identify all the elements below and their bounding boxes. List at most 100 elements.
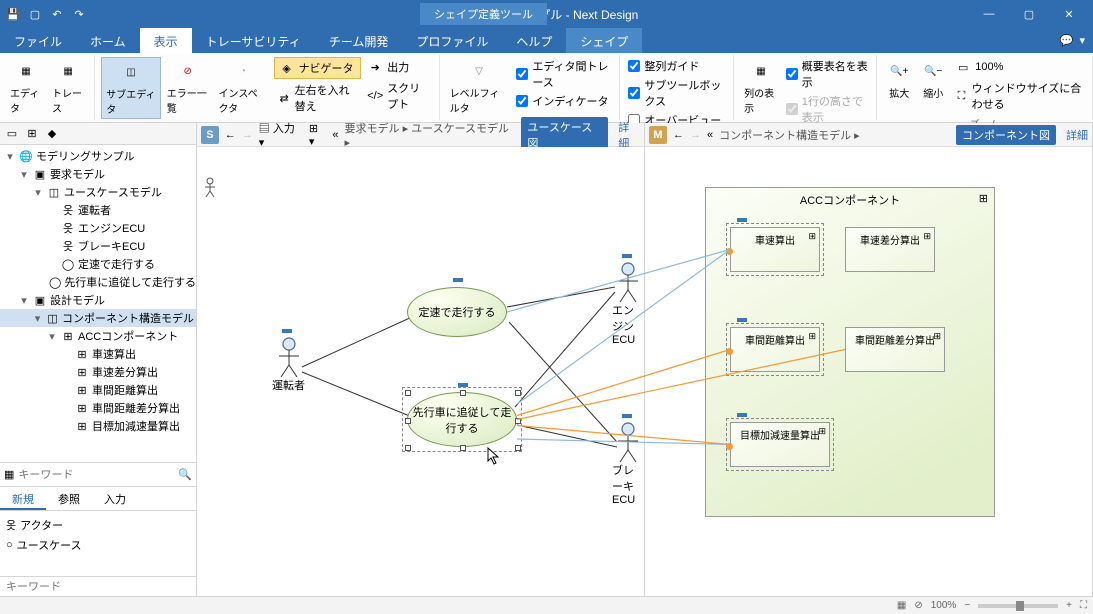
tree-item[interactable]: ⊞車速算出 (0, 345, 196, 363)
breadcrumb-right[interactable]: コンポーネント構造モデル ▸ (719, 127, 860, 143)
menu-tab-4[interactable]: チーム開発 (315, 28, 403, 53)
redo-icon[interactable]: ↷ (70, 5, 88, 23)
undo-icon[interactable]: ↶ (48, 5, 66, 23)
component-canvas[interactable]: ACCコンポーネント⊞車速算出⊞車速差分算出⊞車間距離算出⊞車間距離差分算出⊞目… (645, 147, 1092, 596)
tree-item[interactable]: ▾◫ユースケースモデル (0, 183, 196, 201)
nav-tab-model-icon[interactable]: ▭ (4, 126, 20, 142)
component-c2[interactable]: 車速差分算出⊞ (845, 227, 935, 272)
tree-item[interactable]: ◯定速で走行する (0, 255, 196, 273)
indicator-check[interactable]: インディケータ (514, 92, 613, 110)
layout-dropdown[interactable]: ⊞ ▾ (309, 122, 327, 148)
trace-page-button[interactable]: ▦トレース (48, 57, 88, 117)
zoom-100-button[interactable]: ▭100% (951, 57, 1086, 77)
output-button[interactable]: ➜出力 (363, 57, 432, 77)
main-badge: M (649, 126, 667, 144)
subtool-check[interactable]: サブツールボックス (626, 76, 727, 110)
levelfilter-button[interactable]: ▽レベルフィルタ (446, 57, 513, 117)
palette-tab-0[interactable]: 新規 (0, 487, 46, 510)
palette-usecase[interactable]: ○ユースケース (4, 535, 192, 555)
detail-link-right[interactable]: 詳細 (1066, 127, 1088, 143)
status-out-icon[interactable]: ⊘ (914, 600, 922, 611)
comp-icon: ⊞ (75, 401, 89, 415)
search-icon[interactable]: 🔍 (178, 468, 192, 481)
subeditor-button[interactable]: ◫サブエディタ (101, 57, 161, 119)
tree-item[interactable]: ▾◫コンポーネント構造モデル (0, 309, 196, 327)
inspector-button[interactable]: ◔インスペクタ (215, 57, 272, 117)
component-c5[interactable]: 目標加減速量算出⊞ (730, 422, 830, 467)
component-c4[interactable]: 車間距離差分算出⊞ (845, 327, 945, 372)
feedback-icon[interactable]: 💬 (1060, 34, 1074, 47)
fit-icon[interactable]: ⛶ (1080, 600, 1087, 611)
navigator-button[interactable]: ◈ナビゲータ (274, 57, 362, 79)
status-grid-icon[interactable]: ▦ (897, 600, 906, 611)
tree-item[interactable]: ⊞車間距離差分算出 (0, 399, 196, 417)
usecase-uc2[interactable]: 先行車に追従して走行する (407, 392, 517, 447)
fwd-button[interactable]: → (242, 129, 253, 141)
back-button-r[interactable]: ← (673, 129, 684, 141)
canvas-toolbox-actor-icon[interactable] (203, 177, 217, 202)
menu-tab-7[interactable]: シェイプ (566, 28, 642, 53)
tree-item[interactable]: ▾▣設計モデル (0, 291, 196, 309)
input-dropdown[interactable]: ▤ 入力 ▾ (259, 120, 303, 149)
tree-filter-icon[interactable]: ▦ (4, 468, 14, 481)
tree-search-input[interactable] (18, 469, 174, 481)
swap-button[interactable]: ⇄左右を入れ替え (274, 80, 362, 116)
tree-item[interactable]: ▾⊞ACCコンポーネント (0, 327, 196, 345)
row-height-check[interactable]: 1行の高さで表示 (784, 92, 871, 126)
palette-tab-2[interactable]: 入力 (92, 487, 138, 510)
zoom-minus[interactable]: − (964, 600, 970, 611)
nav-tab-tree-icon[interactable]: ⊞ (24, 126, 40, 142)
save-icon[interactable]: 💾 (4, 5, 22, 23)
errorlist-button[interactable]: ⊘エラー一覧 (163, 57, 213, 117)
tree-item[interactable]: ⊞車速差分算出 (0, 363, 196, 381)
editor-page-button[interactable]: ▦エディタ (6, 57, 46, 117)
breadcrumb-prev-r[interactable]: « (707, 129, 713, 141)
nav-tab-prod-icon[interactable]: ◆ (44, 126, 60, 142)
tree-item[interactable]: 옷運転者 (0, 201, 196, 219)
tree-item[interactable]: 옷エンジンECU (0, 219, 196, 237)
tree-item[interactable]: ⊞車間距離算出 (0, 381, 196, 399)
footer-keyword-input[interactable] (6, 581, 190, 593)
back-button[interactable]: ← (225, 129, 236, 141)
menu-tab-0[interactable]: ファイル (0, 28, 76, 53)
usecase-canvas[interactable]: 運転者 エンジンECU ブレーキECU 定速で走行する先行車に追従して走行する (197, 147, 644, 596)
cross-trace-check[interactable]: エディタ間トレース (514, 57, 613, 91)
breadcrumb-prev[interactable]: « (332, 129, 338, 141)
tree-item[interactable]: ▾🌐モデリングサンプル (0, 147, 196, 165)
menu-tab-2[interactable]: 表示 (140, 28, 192, 53)
tree-item[interactable]: ◯先行車に追従して走行する (0, 273, 196, 291)
detail-link-left[interactable]: 詳細 (618, 119, 640, 151)
palette-tab-1[interactable]: 参照 (46, 487, 92, 510)
align-guide-check[interactable]: 整列ガイド (626, 57, 727, 75)
breadcrumb-left[interactable]: 要求モデル ▸ ユースケースモデル ▸ (345, 120, 516, 149)
menu-tab-6[interactable]: ヘルプ (502, 28, 566, 53)
col-show-button[interactable]: ▦列の表示 (740, 57, 782, 117)
menu-tab-1[interactable]: ホーム (76, 28, 140, 53)
tree-item[interactable]: 옷ブレーキECU (0, 237, 196, 255)
usecase-uc1[interactable]: 定速で走行する (407, 287, 507, 337)
tree-item[interactable]: ▾▣要求モデル (0, 165, 196, 183)
model-tree[interactable]: ▾🌐モデリングサンプル▾▣要求モデル▾◫ユースケースモデル옷運転者옷エンジンEC… (0, 145, 196, 462)
maximize-button[interactable]: ▢ (1009, 0, 1049, 28)
actor-driver[interactable]: 運転者 (272, 337, 305, 393)
palette-actor[interactable]: 옷アクター (4, 515, 192, 535)
component-c3[interactable]: 車間距離算出⊞ (730, 327, 820, 372)
close-button[interactable]: ✕ (1049, 0, 1089, 28)
menu-tab-5[interactable]: プロファイル (402, 28, 502, 53)
actor-engine[interactable]: エンジンECU (612, 262, 644, 346)
zoom-plus[interactable]: + (1066, 600, 1072, 611)
menu-tab-3[interactable]: トレーサビリティ (192, 28, 315, 53)
zoom-in-button[interactable]: 🔍+拡大 (883, 57, 915, 102)
minimize-button[interactable]: — (969, 0, 1009, 28)
summary-check[interactable]: 概要表名を表示 (784, 57, 871, 91)
fit-window-button[interactable]: ⛶ウィンドウサイズに合わせる (951, 78, 1086, 114)
script-button[interactable]: </>スクリプト (363, 78, 432, 114)
new-icon[interactable]: ▢ (26, 5, 44, 23)
component-c1[interactable]: 車速算出⊞ (730, 227, 820, 272)
fwd-button-r[interactable]: → (690, 129, 701, 141)
actor-brake[interactable]: ブレーキECU (612, 422, 644, 506)
view-tag-right[interactable]: コンポーネント図 (956, 125, 1056, 145)
zoom-out-button[interactable]: 🔍−縮小 (917, 57, 949, 102)
dropdown-icon[interactable]: ▾ (1079, 34, 1085, 47)
tree-item[interactable]: ⊞目標加減速量算出 (0, 417, 196, 435)
